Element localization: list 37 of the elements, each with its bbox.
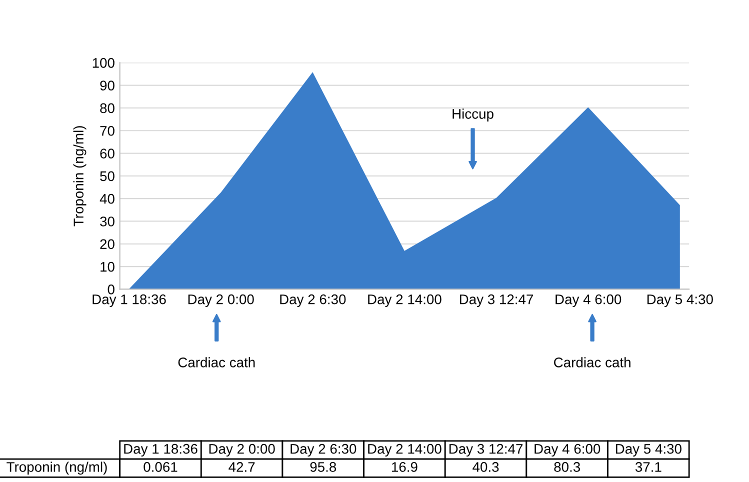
annotation: Hiccup xyxy=(452,108,494,122)
y-tick-label: 10 xyxy=(100,262,114,272)
x-tick-label: Day 1 18:36 xyxy=(92,294,166,308)
data-label: 95.8 xyxy=(310,462,336,472)
y-tick-label: 20 xyxy=(100,239,114,250)
y-tick-label: 60 xyxy=(100,148,114,158)
y-tick-label: 90 xyxy=(100,80,114,90)
category-label: Day 2 6:30 xyxy=(290,444,356,457)
data-label: 42.7 xyxy=(228,462,255,472)
category-label: Day 2 14:00 xyxy=(368,444,442,457)
text: Cardiac cath xyxy=(178,357,255,368)
data-label: 80.3 xyxy=(554,462,580,472)
category-label: Day 2 0:00 xyxy=(209,444,275,457)
y-tick-label: 100 xyxy=(92,58,114,68)
x-tick-label: Day 2 6:30 xyxy=(280,294,346,308)
category-label: Day 5 4:30 xyxy=(616,444,682,457)
data-label: 37.1 xyxy=(635,462,662,472)
y-tick-label: 40 xyxy=(100,194,114,204)
y-tick-label: 50 xyxy=(100,171,114,182)
x-tick-label: Day 5 4:30 xyxy=(647,294,713,308)
data-label: 0.061 xyxy=(144,462,178,472)
x-tick-label: Day 2 14:00 xyxy=(368,294,442,308)
y-tick-label: 70 xyxy=(100,126,114,136)
data-label: 16.9 xyxy=(392,462,418,472)
y-tick-label: 0 xyxy=(108,284,114,294)
y-tick-label: 30 xyxy=(100,216,114,226)
x-tick-label: Day 2 0:00 xyxy=(188,294,254,308)
text: Cardiac cath xyxy=(554,357,630,368)
category-label: Day 1 18:36 xyxy=(124,444,198,457)
y-tick-label: 80 xyxy=(100,103,114,114)
x-tick-label: Day 4 6:00 xyxy=(556,294,622,308)
x-tick-label: Day 3 12:47 xyxy=(460,294,534,308)
category-label: Day 3 12:47 xyxy=(449,444,523,457)
data-label: 40.3 xyxy=(472,462,499,472)
y-axis-title: Troponin (ng/ml) xyxy=(73,126,86,226)
category-label: Day 4 6:00 xyxy=(534,444,600,457)
text: Troponin (ng/ml) xyxy=(6,462,107,475)
